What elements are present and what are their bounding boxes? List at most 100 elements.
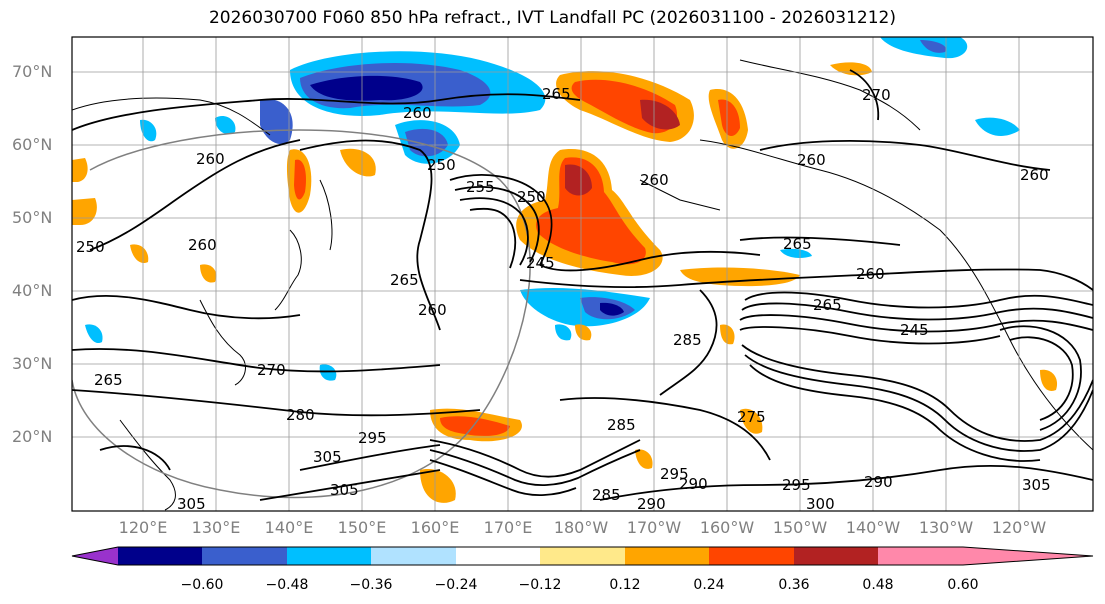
contour-line bbox=[739, 326, 1001, 345]
anomaly-region bbox=[72, 158, 88, 182]
contour-line bbox=[459, 197, 529, 266]
contour-line bbox=[429, 449, 641, 486]
contour-label: 305 bbox=[177, 495, 206, 513]
anomaly-region bbox=[555, 324, 572, 341]
colorbar-swatch bbox=[287, 547, 371, 565]
contour-line bbox=[749, 364, 1041, 462]
contour-label: 245 bbox=[900, 321, 929, 339]
colorbar-tick-label: −0.36 bbox=[349, 577, 393, 593]
lon-label: 150°W bbox=[772, 518, 828, 537]
colorbar-tick-label: −0.24 bbox=[434, 577, 478, 593]
lon-label: 150°E bbox=[337, 518, 387, 537]
contour-line bbox=[744, 354, 1093, 452]
contour-line bbox=[72, 348, 441, 373]
coastlines bbox=[72, 59, 1093, 511]
anomaly-region bbox=[294, 159, 306, 200]
colorbar-swatch bbox=[118, 547, 202, 565]
coastline bbox=[319, 179, 333, 251]
anomaly-region bbox=[718, 99, 740, 136]
colorbar-tick-label: 0.48 bbox=[862, 577, 894, 593]
contour-line bbox=[659, 289, 718, 396]
contour-label: 260 bbox=[856, 265, 885, 283]
contour-label: 285 bbox=[592, 486, 621, 504]
contour-label: 250 bbox=[76, 238, 105, 256]
contour-line bbox=[72, 295, 301, 320]
coastline bbox=[199, 299, 246, 386]
map-content bbox=[72, 37, 1093, 511]
anomaly-region bbox=[130, 244, 149, 264]
contour-label: 280 bbox=[286, 406, 315, 424]
contour-label: 295 bbox=[782, 476, 811, 494]
colorbar bbox=[71, 546, 1094, 566]
map-frame bbox=[71, 36, 1094, 512]
colorbar-swatch bbox=[709, 547, 794, 565]
contour-label: 265 bbox=[94, 371, 123, 389]
colorbar-tick-label: −0.12 bbox=[518, 577, 562, 593]
contour-line bbox=[559, 397, 771, 461]
contour-line bbox=[99, 445, 171, 471]
anomaly-region bbox=[440, 416, 510, 436]
anomaly-region bbox=[200, 264, 217, 283]
anomaly-region bbox=[215, 115, 236, 135]
colorbar-tick-label: 0.60 bbox=[947, 577, 979, 593]
lon-label: 140°W bbox=[845, 518, 901, 537]
lat-label: 50°N bbox=[12, 208, 53, 227]
lat-label: 60°N bbox=[12, 135, 53, 154]
anomaly-region bbox=[880, 37, 968, 59]
contour-label: 265 bbox=[542, 85, 571, 103]
negative-anomaly-areas bbox=[85, 37, 1020, 381]
colorbar-tick-label: 0.36 bbox=[778, 577, 810, 593]
anomaly-region bbox=[260, 99, 293, 145]
coastline bbox=[72, 97, 271, 136]
contour-label: 245 bbox=[526, 254, 555, 272]
lon-label: 180°W bbox=[553, 518, 609, 537]
anomaly-region bbox=[536, 157, 646, 265]
contour-labels: 260 265 270 260 250 255 250 260 260 260 … bbox=[76, 85, 1051, 513]
colorbar-tick-label: −0.60 bbox=[180, 577, 224, 593]
colorbar-extend-low bbox=[72, 547, 118, 565]
colorbar-swatch bbox=[456, 547, 540, 565]
positive-anomaly-areas bbox=[72, 62, 1058, 503]
contour-line bbox=[1009, 336, 1074, 421]
contour-line bbox=[72, 93, 581, 131]
contour-label: 300 bbox=[806, 495, 835, 513]
contour-line bbox=[599, 464, 1093, 501]
lat-label: 40°N bbox=[12, 281, 53, 300]
coastline bbox=[739, 59, 921, 131]
colorbar-tick-label: −0.48 bbox=[265, 577, 309, 593]
contour-label: 295 bbox=[660, 465, 689, 483]
lat-label: 70°N bbox=[12, 62, 53, 81]
anomaly-region bbox=[420, 469, 456, 503]
contour-line bbox=[849, 69, 880, 121]
contour-label: 290 bbox=[679, 475, 708, 493]
contour-label: 265 bbox=[783, 235, 812, 253]
contour-line bbox=[429, 459, 577, 496]
lon-label: 130°W bbox=[918, 518, 974, 537]
contour-label: 285 bbox=[607, 416, 636, 434]
colorbar-swatch bbox=[202, 547, 287, 565]
contour-line bbox=[741, 344, 1093, 442]
contour-label: 305 bbox=[330, 481, 359, 499]
contour-line bbox=[299, 139, 441, 331]
contour-line bbox=[259, 469, 441, 501]
contour-label: 295 bbox=[358, 429, 387, 447]
graticule bbox=[72, 37, 1093, 511]
coastline bbox=[274, 229, 302, 311]
anomaly-region bbox=[140, 119, 157, 142]
lon-label: 160°W bbox=[699, 518, 755, 537]
contour-label: 250 bbox=[517, 188, 546, 206]
contour-line bbox=[299, 444, 441, 471]
contour-line bbox=[519, 268, 1093, 291]
contour-label: 290 bbox=[864, 473, 893, 491]
contour-label: 265 bbox=[813, 296, 842, 314]
lon-label: 140°E bbox=[264, 518, 314, 537]
contour-label: 255 bbox=[466, 178, 495, 196]
contour-label: 270 bbox=[257, 361, 286, 379]
contour-label: 260 bbox=[188, 236, 217, 254]
contour-line bbox=[429, 439, 641, 478]
anomaly-region bbox=[85, 324, 103, 344]
anomaly-region bbox=[575, 324, 592, 341]
colorbar-swatch bbox=[540, 547, 625, 565]
map-title: 2026030700 F060 850 hPa refract., IVT La… bbox=[208, 8, 896, 28]
